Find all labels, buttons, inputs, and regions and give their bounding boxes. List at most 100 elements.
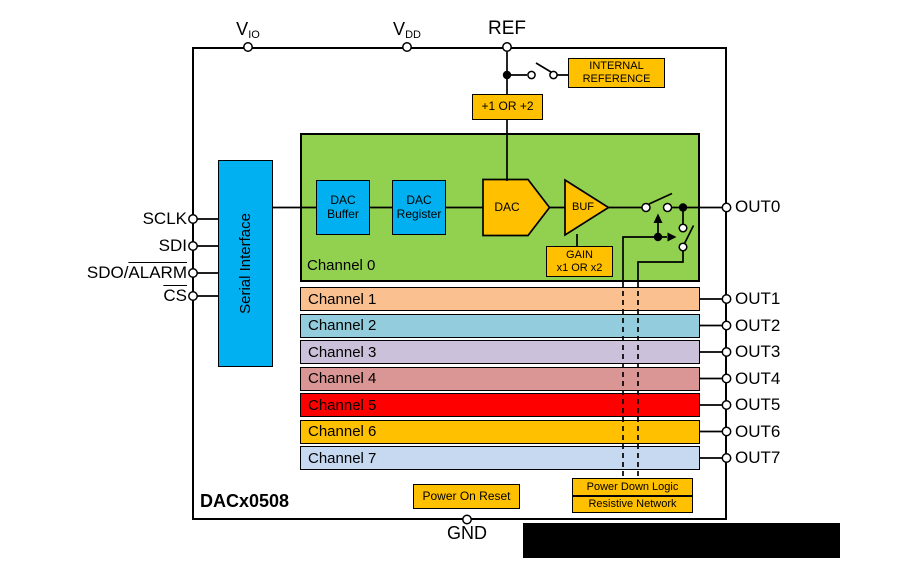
power-on-reset-label: Power On Reset [422,488,511,503]
sdo-text: SDO/ [86,263,129,282]
gain-block: GAIN x1 OR x2 [546,246,613,277]
vio-text: V [236,19,249,39]
channel-row-3: Channel 3 [300,340,700,364]
sclk-pin-label: SCLK [70,209,187,229]
out0-switch-contact-b [662,202,673,213]
out0-pin-label: OUT0 [735,197,781,216]
sdo-alarm-pin [188,268,198,278]
device-label: DACx0508 [200,491,290,511]
powerdown-switch-blade [683,225,695,244]
gnd-pin-label: GND [447,523,487,543]
sdi-text: SDI [158,236,187,255]
internal-reference-line1: INTERNAL [589,60,644,73]
ref-pin-label: REF [485,18,529,40]
vio-pin [243,42,253,52]
powerdown-switch-contact-b [678,242,688,252]
up-arrowhead [653,213,663,223]
channel-label: Channel 1 [308,290,377,308]
sdo-alarm-pin-label: SDO/ALARM [70,263,187,283]
out2-pin-label: OUT2 [735,315,781,335]
channel-row-7: Channel 7 [300,446,700,470]
channel-row-1: Channel 1 [300,287,700,311]
out6-pin [721,426,732,437]
channel-row-5: Channel 5 [300,393,700,417]
resistive-network-label: Resistive Network [588,497,677,510]
channel-label: Channel 4 [308,370,377,387]
ref-text: REF [488,18,526,39]
dac-register-block: DAC Register [392,180,446,235]
out3-pin-label: OUT3 [735,342,781,361]
dac-register-line2: Register [396,206,442,221]
out1-pin-label: OUT1 [735,289,781,308]
internal-reference-line2: REFERENCE [582,73,651,85]
right-arrowhead [667,232,677,242]
cs-pin-label: CS [70,286,187,306]
dac-buffer-line1: DAC [330,192,356,207]
gain-line2: x1 OR x2 [556,261,603,274]
ref-switch-contact-a [527,70,536,80]
powerdown-dashed-lines [622,282,639,478]
ref-junction-dot [502,70,512,80]
vdd-pin-label: VDD [387,19,427,41]
channel-label: Channel 2 [308,317,377,334]
out1-pin [721,294,732,304]
channel-label: Channel 7 [308,449,377,467]
out3-pin [721,347,732,357]
out0-junction-dot [678,203,688,212]
out0-switch-contact-a [641,202,651,213]
powerdown-switch-contact-a [678,223,688,233]
dac-buffer-block: DAC Buffer [316,180,370,235]
out7-pin [721,453,732,463]
vio-sub: IO [248,29,260,41]
powerdown-wires [622,211,684,282]
redaction-block [523,523,840,558]
out4-pin-label: OUT4 [735,368,781,388]
sdi-pin-label: SDI [70,236,187,256]
channel-row-4: Channel 4 [300,366,700,391]
chip-outline [192,47,727,520]
out6-pin-label: OUT6 [735,421,781,441]
vdd-sub: DD [405,29,421,41]
cs-pin [188,291,198,301]
sclk-pin [188,214,198,224]
power-down-logic-block: Power Down Logic [572,478,693,496]
gain-line1: GAIN [566,248,593,261]
internal-reference-block: INTERNAL REFERENCE [568,58,665,88]
out5-pin-label: OUT5 [735,395,781,414]
out-pin-wires [700,298,727,459]
serial-interface-block: Serial Interface [218,160,273,367]
vio-pin-label: VIO [228,19,268,41]
ref-divider-label: +1 OR +2 [481,99,534,114]
channel-label: Channel 5 [308,396,377,414]
dac-register-line1: DAC [406,192,432,207]
vdd-text: V [393,19,406,39]
ref-switch-blade [535,62,552,73]
channel-row-2: Channel 2 [300,313,700,338]
powerdown-junction-dot [653,232,663,242]
dac-block-shape [482,178,551,237]
dac-label: DAC [494,200,520,214]
power-on-reset-block: Power On Reset [413,484,520,509]
sdi-pin [188,241,198,251]
dac-buffer-line2: Buffer [327,206,359,221]
out5-pin [721,400,732,410]
ref-pin [502,42,512,52]
gnd-pin [462,514,472,525]
out2-pin [721,320,732,331]
vdd-pin [402,42,412,52]
channel0-label: Channel 0 [307,257,376,274]
out4-pin [721,373,732,384]
sclk-text: SCLK [142,209,187,228]
buf-label: BUF [572,201,594,213]
out0-switch-blade [648,192,673,205]
channel-label: Channel 6 [308,423,377,440]
channel-row-6: Channel 6 [300,419,700,444]
ref-divider-block: +1 OR +2 [472,94,543,120]
out0-pin [721,202,732,213]
resistive-network-block: Resistive Network [572,495,693,513]
ref-switch-contact-b [549,70,558,80]
cs-ov: CS [163,286,187,305]
channel-label: Channel 3 [308,343,377,361]
